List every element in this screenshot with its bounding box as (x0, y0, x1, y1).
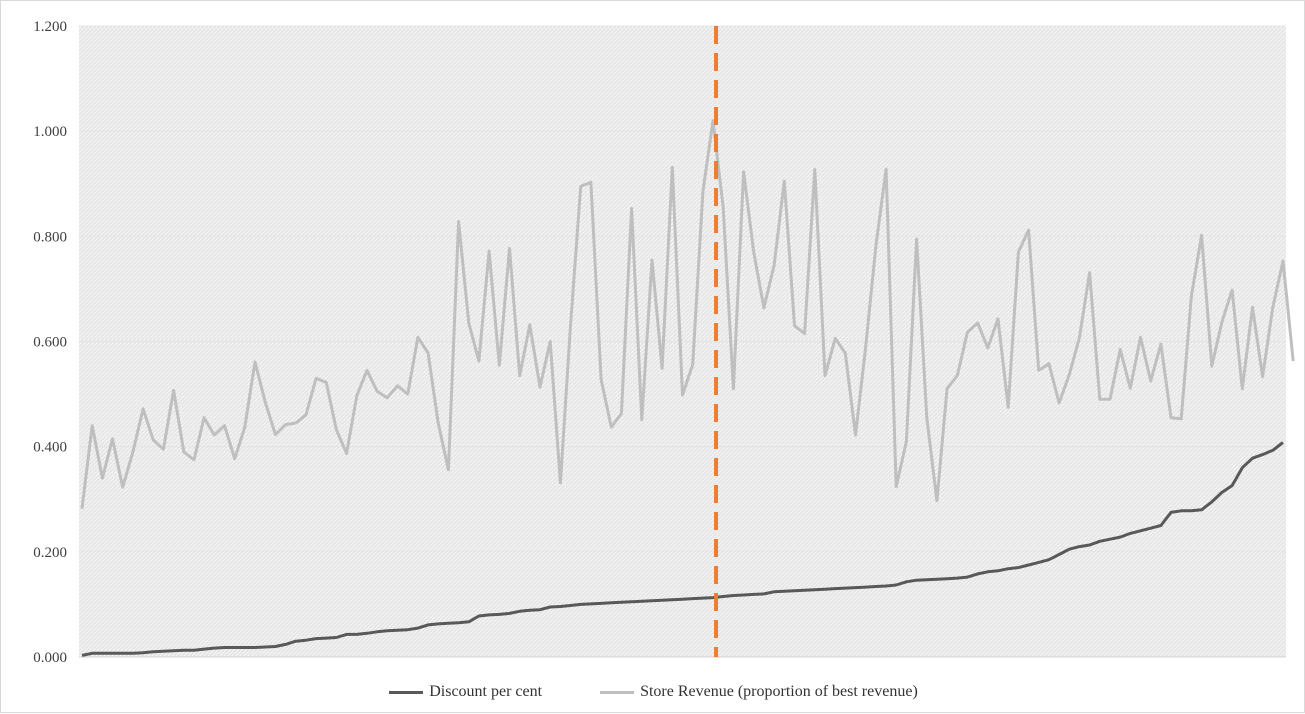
y-axis-ticks: 0.000 0.200 0.400 0.600 0.800 1.000 1.200 (33, 19, 67, 666)
legend-label-revenue: Store Revenue (proportion of best revenu… (640, 683, 918, 700)
y-tick-label: 1.200 (33, 19, 67, 35)
legend-item-revenue: Store Revenue (proportion of best revenu… (600, 683, 918, 701)
series-line-0 (81, 441, 1284, 657)
legend-swatch-discount (389, 690, 424, 694)
gridlines (79, 25, 1286, 658)
legend: Discount per cent Store Revenue (proport… (1, 680, 1305, 704)
y-tick-label: 0.800 (33, 229, 67, 245)
y-tick-label: 1.000 (33, 124, 67, 140)
legend-label-discount: Discount per cent (429, 683, 543, 700)
series-lines (80, 119, 1295, 657)
series-line-1 (80, 119, 1295, 509)
y-tick-label: 0.600 (33, 335, 67, 351)
y-tick-label: 0.400 (33, 440, 67, 456)
y-tick-label: 0.000 (33, 650, 67, 666)
y-tick-label: 0.200 (33, 545, 67, 561)
legend-item-discount: Discount per cent (389, 683, 542, 701)
legend-swatch-revenue (600, 690, 635, 694)
